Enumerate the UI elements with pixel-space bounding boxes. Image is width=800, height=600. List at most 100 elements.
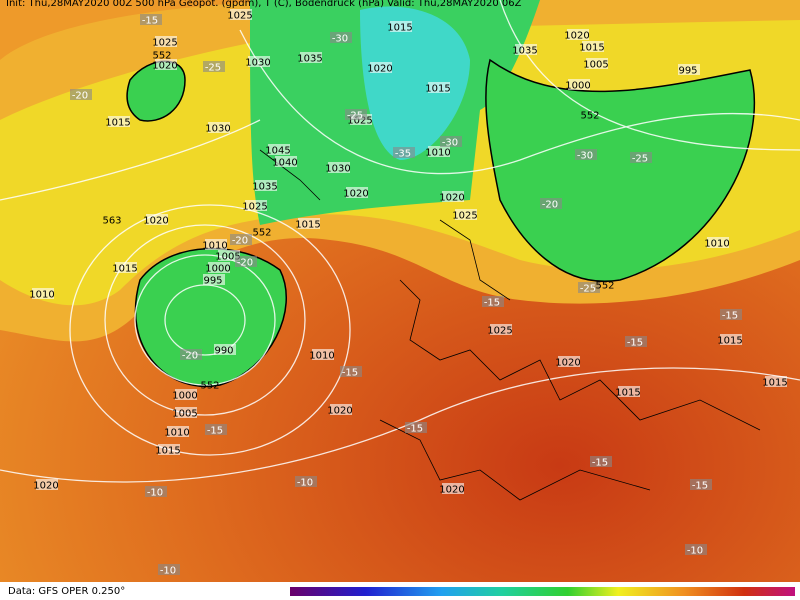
temperature-label-box	[440, 136, 462, 147]
temperature-label: -15	[407, 424, 423, 435]
temperature-label: -25	[347, 111, 363, 122]
temperature-label: -30	[442, 138, 458, 149]
temperature-label: -15	[207, 426, 223, 437]
isobar-label-box	[32, 288, 54, 299]
temperature-label: -15	[722, 311, 738, 322]
temperature-label: -10	[147, 488, 163, 499]
isobar-label: 1025	[487, 326, 512, 337]
isobar-label-box	[618, 386, 640, 397]
isobar-label-box	[275, 156, 297, 167]
isobar-label-box	[370, 62, 392, 73]
temperature-label: -20	[542, 200, 558, 211]
temperature-label: -25	[205, 63, 221, 74]
isobar-label: 995	[678, 66, 697, 77]
temperature-label-box	[345, 109, 367, 120]
temperature-label-box	[230, 234, 252, 245]
isobar-label-box	[115, 262, 137, 273]
isobar-label: 1010	[164, 428, 189, 439]
isobar-label-box	[328, 162, 350, 173]
temperature-label-box	[140, 14, 162, 25]
isobar-label: 1020	[143, 216, 168, 227]
temperature-label: -15	[692, 481, 708, 492]
isobar-label: 1015	[155, 446, 180, 457]
isobar-label-box	[442, 483, 464, 494]
isobar-label-box	[582, 41, 604, 52]
isobar-label: 990	[214, 346, 233, 357]
isobar-label: 1020	[555, 358, 580, 369]
isobar-label-box	[765, 376, 787, 387]
isobars	[0, 0, 800, 482]
isobar-label-box	[146, 214, 168, 225]
isobar-label: 1020	[564, 31, 589, 42]
temperature-label-box	[720, 309, 742, 320]
temperature-label-box	[575, 149, 597, 160]
geopotential-label: 552	[252, 228, 271, 239]
temperature-label-box	[393, 147, 415, 158]
isobar-label: 1030	[245, 58, 270, 69]
isobar-label-box	[455, 209, 477, 220]
isobar-label: 1005	[215, 252, 240, 263]
isobar-label-box	[300, 52, 322, 63]
temperature-label-box	[340, 366, 362, 377]
temperature-label: -20	[182, 351, 198, 362]
isobar-label-box	[568, 79, 590, 90]
temperature-label-box	[625, 336, 647, 347]
temperature-label: -20	[237, 258, 253, 269]
temperature-label: -15	[342, 368, 358, 379]
temperature-label-box	[70, 89, 92, 100]
isobar-label-box	[208, 262, 230, 273]
temperature-label-box	[690, 479, 712, 490]
header-text: Init: Thu,28MAY2020 00Z 500 hPa Geopot. …	[6, 0, 522, 9]
isobar-label: 1005	[172, 409, 197, 420]
temperature-label: -20	[72, 91, 88, 102]
isobar-label-box	[108, 116, 130, 127]
isobar-label-box	[158, 444, 180, 455]
isobar-label: 1015	[717, 336, 742, 347]
isobar-label: 1020	[439, 193, 464, 204]
isobar-label-box	[245, 200, 267, 211]
low-pressure-zone	[134, 247, 287, 388]
isobar-label: 1015	[762, 378, 787, 389]
isobar-label: 1020	[367, 64, 392, 75]
temperature-label-box	[578, 282, 600, 293]
isobar-label-box	[268, 144, 290, 155]
geopotential-label: 552	[152, 51, 171, 62]
isobar-label-box	[330, 404, 352, 415]
isobar-label-box	[248, 56, 270, 67]
isobar-label-box	[175, 407, 197, 418]
isobar-label-box	[558, 356, 580, 367]
isobar-label: 1025	[227, 11, 252, 22]
coastlines	[259, 149, 761, 501]
isobar-label-box	[442, 191, 464, 202]
isobar-label-box	[175, 389, 197, 400]
isobar-label-box	[678, 64, 700, 75]
isobar-label: 995	[203, 276, 222, 287]
isobar-label: 1015	[295, 220, 320, 231]
isobar-label: 1020	[152, 61, 177, 72]
isobar-label: 1000	[565, 81, 590, 92]
isobar-label: 1045	[265, 146, 290, 157]
isobar-label-box	[312, 349, 334, 360]
isobar-label: 1025	[242, 202, 267, 213]
isobar-label-box	[203, 274, 225, 285]
temperature-label: -25	[580, 284, 596, 295]
isobar-label-box	[298, 218, 320, 229]
temperature-label: -15	[484, 298, 500, 309]
isobar-label: 1040	[272, 158, 297, 169]
cold-core	[360, 6, 470, 161]
temperature-label-box	[330, 32, 352, 43]
isobar-label: 1020	[33, 481, 58, 492]
temperature-label-box	[158, 564, 180, 575]
geopotential-label: 552	[200, 381, 219, 392]
isobar-label-box	[720, 334, 742, 345]
temperature-label-box	[590, 456, 612, 467]
temperature-label: -15	[627, 338, 643, 349]
temperature-label: -10	[160, 566, 176, 577]
isobar-label: 1020	[439, 485, 464, 496]
isobar-label: 1025	[452, 211, 477, 222]
isobar-label: 1015	[615, 388, 640, 399]
isobar-label-box	[205, 239, 227, 250]
temperature-label: -10	[687, 546, 703, 557]
isobar-label: 1035	[297, 54, 322, 65]
isobar-label-box	[167, 426, 189, 437]
